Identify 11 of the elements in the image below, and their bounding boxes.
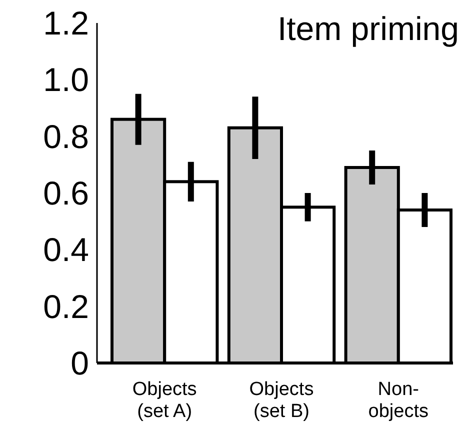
x-tick-label: Objects (set A) xyxy=(132,379,197,422)
x-tick-label: Non- objects xyxy=(368,379,428,422)
x-tick-label: Objects (set B) xyxy=(249,379,314,422)
y-tick-label: 0.6 xyxy=(43,174,89,212)
y-tick-label: 0 xyxy=(70,344,89,382)
chart-title: Item priming xyxy=(277,10,459,47)
y-tick-label: 1.2 xyxy=(43,4,89,42)
y-tick-label: 0.2 xyxy=(43,288,89,325)
y-tick-label: 1.0 xyxy=(43,61,89,98)
y-tick-label: 0.8 xyxy=(43,118,89,155)
y-tick-label: 0.4 xyxy=(43,231,89,268)
